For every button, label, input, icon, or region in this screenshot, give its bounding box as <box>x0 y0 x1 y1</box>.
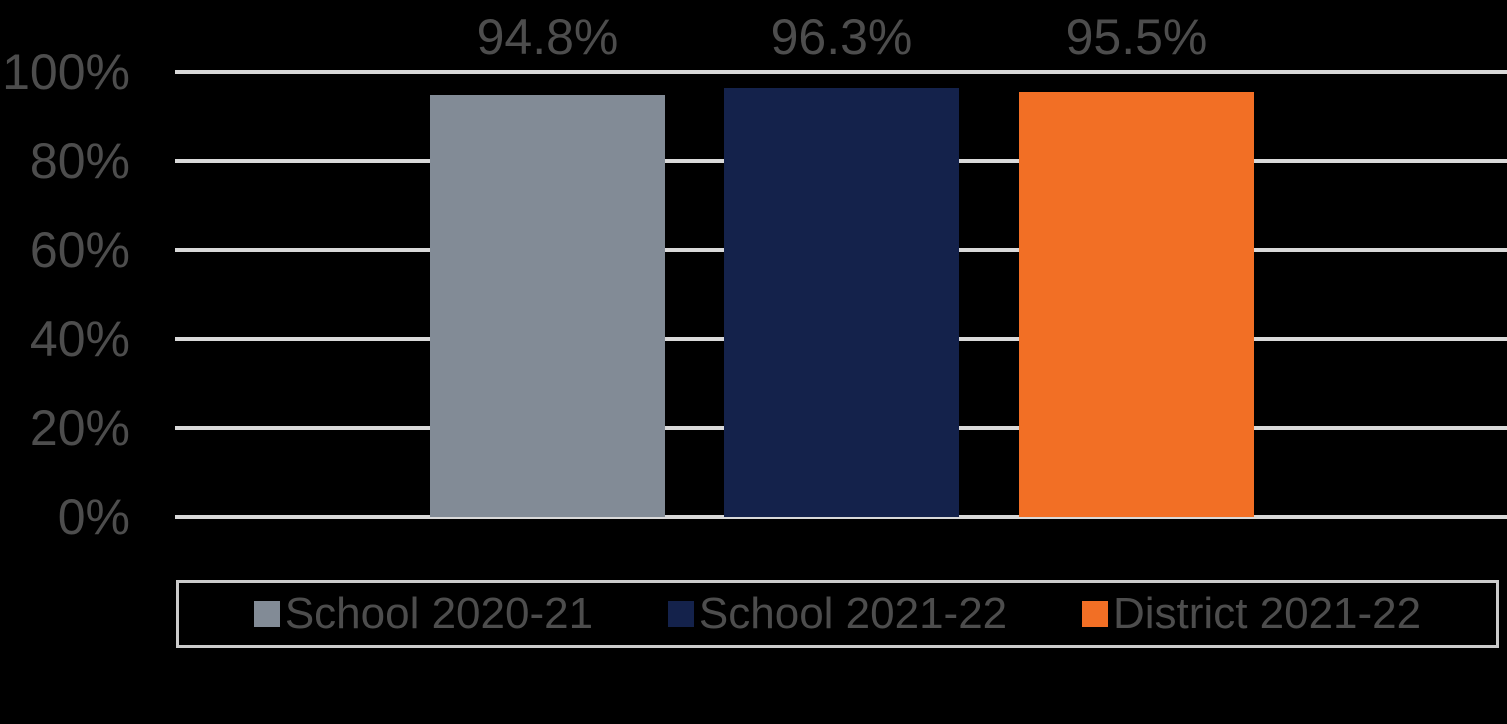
bar-school-2021-22 <box>724 88 959 517</box>
y-axis-tick-label: 20% <box>29 400 130 456</box>
y-axis-tick-label: 80% <box>29 133 130 189</box>
legend-swatch-gray-icon <box>253 601 280 627</box>
legend-swatch-orange-icon <box>1081 601 1108 627</box>
y-axis-tick-label: 0% <box>57 489 130 545</box>
bar-value-label-school-2021-22: 96.3% <box>770 9 913 65</box>
legend-label: School 2020-21 <box>284 589 594 638</box>
bar-district-2021-22 <box>1019 92 1254 517</box>
gridline-0-baseline <box>175 515 1507 519</box>
y-axis-tick-label: 100% <box>2 44 130 100</box>
gridline-100 <box>175 70 1507 74</box>
bar-value-label-school-2020-21: 94.8% <box>476 9 619 65</box>
chart-legend: School 2020-21 School 2021-22 District 2… <box>176 580 1499 648</box>
legend-item-school-2020-21: School 2020-21 <box>253 589 594 638</box>
legend-swatch-navy-icon <box>667 601 694 627</box>
legend-label: School 2021-22 <box>698 589 1008 638</box>
bar-value-label-district-2021-22: 95.5% <box>1065 9 1208 65</box>
plot-area <box>175 70 1507 519</box>
y-axis-tick-label: 40% <box>29 311 130 367</box>
bar-school-2020-21 <box>430 95 665 517</box>
legend-label: District 2021-22 <box>1112 589 1422 638</box>
legend-item-school-2021-22: School 2021-22 <box>667 589 1008 638</box>
legend-item-district-2021-22: District 2021-22 <box>1081 589 1422 638</box>
y-axis-tick-label: 60% <box>29 222 130 278</box>
